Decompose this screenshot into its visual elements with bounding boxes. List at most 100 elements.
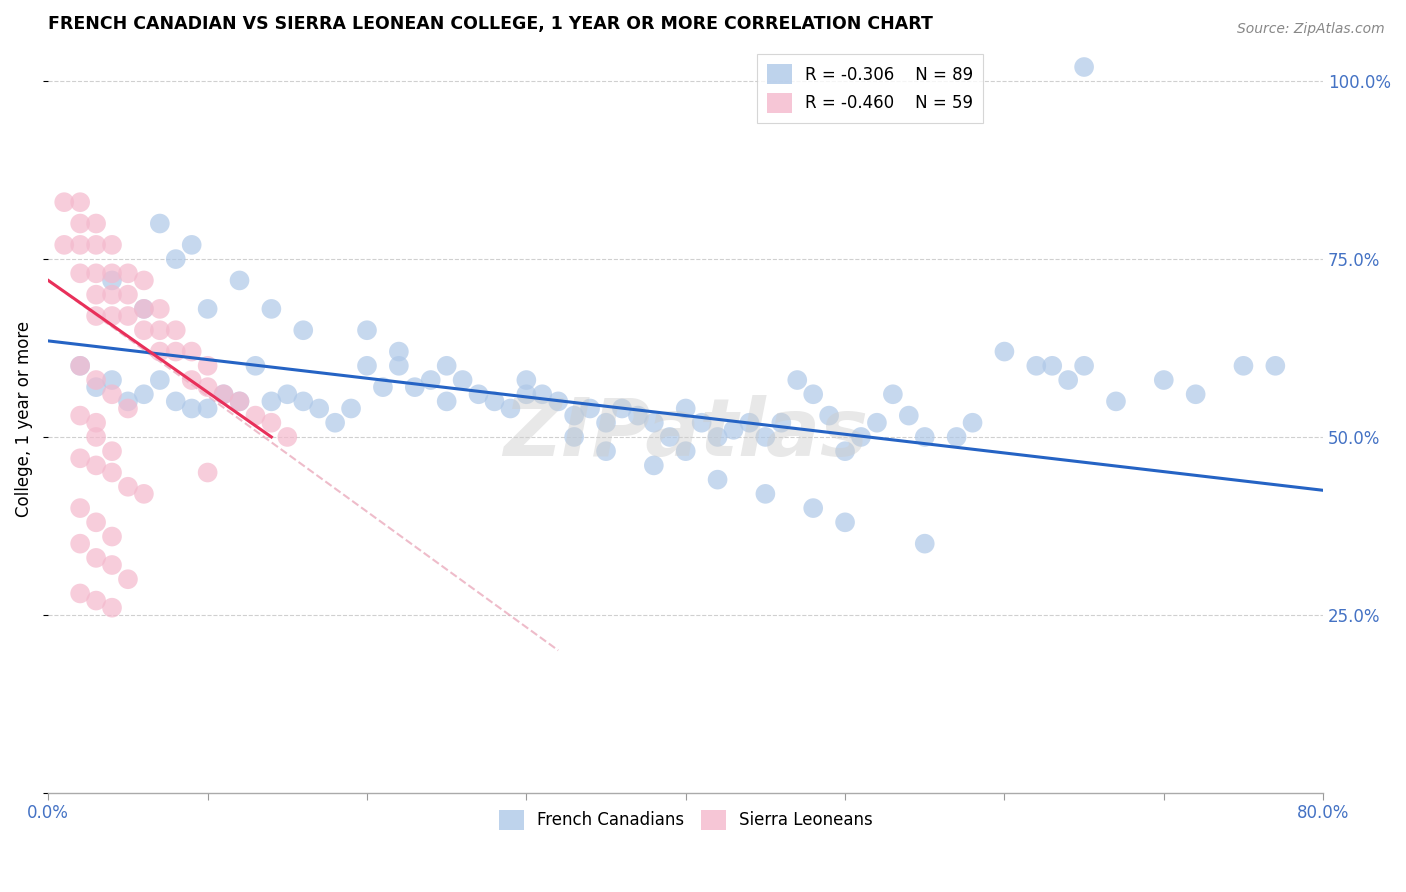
- Point: [149, 217, 172, 231]
- Point: [882, 387, 904, 401]
- Point: [436, 394, 458, 409]
- Point: [69, 409, 91, 423]
- Point: [117, 287, 139, 301]
- Point: [260, 301, 283, 316]
- Point: [260, 416, 283, 430]
- Point: [84, 380, 107, 394]
- Point: [180, 238, 202, 252]
- Point: [627, 409, 650, 423]
- Point: [801, 387, 824, 401]
- Point: [610, 401, 633, 416]
- Point: [165, 252, 187, 266]
- Point: [117, 401, 139, 416]
- Point: [770, 416, 793, 430]
- Point: [117, 480, 139, 494]
- Point: [132, 487, 155, 501]
- Point: [69, 586, 91, 600]
- Point: [356, 359, 378, 373]
- Point: [197, 359, 219, 373]
- Point: [117, 266, 139, 280]
- Point: [101, 444, 124, 458]
- Point: [866, 416, 889, 430]
- Point: [101, 373, 124, 387]
- Point: [132, 301, 155, 316]
- Point: [69, 195, 91, 210]
- Point: [914, 536, 936, 550]
- Point: [165, 344, 187, 359]
- Point: [180, 401, 202, 416]
- Point: [834, 516, 856, 530]
- Point: [149, 373, 172, 387]
- Point: [101, 238, 124, 252]
- Text: FRENCH CANADIAN VS SIERRA LEONEAN COLLEGE, 1 YEAR OR MORE CORRELATION CHART: FRENCH CANADIAN VS SIERRA LEONEAN COLLEG…: [48, 15, 934, 33]
- Point: [371, 380, 394, 394]
- Point: [84, 238, 107, 252]
- Point: [499, 401, 522, 416]
- Point: [228, 273, 250, 287]
- Point: [197, 401, 219, 416]
- Point: [658, 430, 681, 444]
- Point: [484, 394, 506, 409]
- Point: [547, 394, 569, 409]
- Point: [69, 266, 91, 280]
- Point: [962, 416, 984, 430]
- Point: [292, 394, 315, 409]
- Point: [132, 301, 155, 316]
- Point: [149, 301, 172, 316]
- Point: [101, 387, 124, 401]
- Point: [738, 416, 761, 430]
- Point: [690, 416, 713, 430]
- Point: [579, 401, 602, 416]
- Point: [643, 458, 665, 473]
- Point: [117, 572, 139, 586]
- Point: [245, 359, 267, 373]
- Point: [149, 323, 172, 337]
- Point: [531, 387, 554, 401]
- Point: [1105, 394, 1128, 409]
- Point: [101, 600, 124, 615]
- Point: [84, 287, 107, 301]
- Point: [276, 430, 298, 444]
- Point: [132, 387, 155, 401]
- Point: [340, 401, 363, 416]
- Point: [165, 323, 187, 337]
- Point: [180, 373, 202, 387]
- Point: [84, 516, 107, 530]
- Point: [117, 309, 139, 323]
- Point: [101, 530, 124, 544]
- Point: [1264, 359, 1286, 373]
- Point: [69, 359, 91, 373]
- Point: [1184, 387, 1206, 401]
- Point: [388, 359, 411, 373]
- Point: [84, 430, 107, 444]
- Point: [84, 217, 107, 231]
- Point: [562, 430, 585, 444]
- Point: [101, 466, 124, 480]
- Point: [467, 387, 489, 401]
- Point: [1025, 359, 1047, 373]
- Point: [1057, 373, 1080, 387]
- Point: [212, 387, 235, 401]
- Point: [451, 373, 474, 387]
- Point: [101, 558, 124, 572]
- Point: [419, 373, 441, 387]
- Point: [245, 409, 267, 423]
- Point: [388, 344, 411, 359]
- Point: [69, 501, 91, 516]
- Point: [849, 430, 872, 444]
- Point: [84, 373, 107, 387]
- Point: [69, 238, 91, 252]
- Point: [897, 409, 920, 423]
- Point: [993, 344, 1015, 359]
- Point: [723, 423, 745, 437]
- Point: [595, 444, 617, 458]
- Point: [212, 387, 235, 401]
- Point: [834, 444, 856, 458]
- Point: [1073, 60, 1095, 74]
- Point: [180, 344, 202, 359]
- Point: [197, 380, 219, 394]
- Point: [801, 501, 824, 516]
- Text: ZIPatlas: ZIPatlas: [503, 395, 869, 473]
- Point: [69, 451, 91, 466]
- Point: [914, 430, 936, 444]
